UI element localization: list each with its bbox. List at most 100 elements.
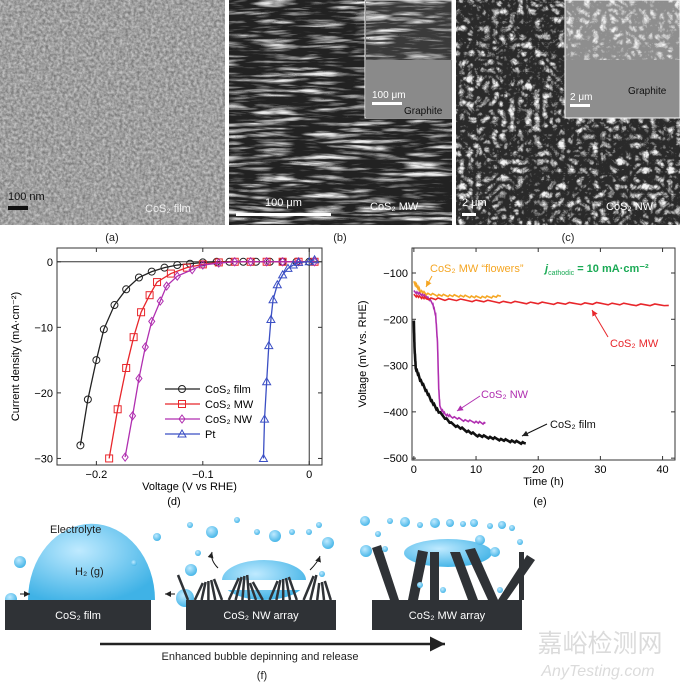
legend-label: CoS₂ film <box>205 384 251 396</box>
data-point <box>231 256 239 267</box>
y-tick-label: −10 <box>34 322 53 334</box>
data-point <box>113 405 122 414</box>
chart-stability: 0 10 20 30 40 −100 −200 −300 −400 −500 Time (h) Vol… <box>357 247 676 488</box>
legend-label: CoS₂ NW <box>205 414 253 426</box>
bubble <box>254 529 260 535</box>
data-point <box>134 273 143 282</box>
panel-label-c: (c) <box>562 232 575 244</box>
data-point <box>266 314 276 323</box>
data-point <box>258 453 269 462</box>
series-label-film: CoS₂ film <box>550 419 596 431</box>
bubble <box>360 516 370 526</box>
bubble <box>234 517 240 523</box>
bubble <box>360 545 372 557</box>
data-point <box>156 296 164 306</box>
chart-polarization-curves: −0.2 −0.1 0 0 −10 −20 −30 Voltage (V vs RHE) Cur… <box>10 247 323 493</box>
inset-scale-c: 2 μm <box>570 92 592 103</box>
nanowire <box>212 578 224 601</box>
y-tick-label: −100 <box>383 268 408 280</box>
sem-image-b: 100 μm Graphite 100 μm CoS₂ MW <box>229 0 453 225</box>
data-point <box>76 441 85 450</box>
nanowire <box>234 576 243 601</box>
data-point <box>137 308 146 317</box>
nanowire <box>248 582 258 601</box>
x-axis-label: Voltage (V vs RHE) <box>142 481 237 493</box>
data-point <box>272 279 283 289</box>
data-point <box>147 267 156 276</box>
inset-scale-b: 100 μm <box>372 90 406 101</box>
bubble <box>187 522 193 528</box>
series-cos-nw <box>121 256 319 462</box>
arrow-caption: Enhanced bubble depinning and release <box>162 651 359 663</box>
current-density-annotation: jcathodic = 10 mA·cm⁻² <box>543 263 649 277</box>
y-tick-label: −20 <box>34 388 53 400</box>
nanowire <box>275 579 282 601</box>
nanowire <box>200 581 207 601</box>
data-point <box>160 263 169 272</box>
schematic-f: Electrolyte H₂ (g) CoS₂ film CoS₂ NW arr… <box>5 516 535 682</box>
substrate-label-nw: CoS₂ NW array <box>223 610 299 622</box>
data-point <box>153 278 162 287</box>
data-point <box>173 271 181 282</box>
bubble <box>185 564 197 576</box>
nanowire <box>323 580 332 601</box>
series-label-flowers: CoS₂ MW “flowers” <box>430 263 524 275</box>
panel-label-d: (d) <box>167 496 180 508</box>
series-line <box>79 261 310 446</box>
inset-label-c: Graphite <box>628 86 667 97</box>
watermark: 嘉峪检测网 AnyTesting.com <box>537 630 662 680</box>
substrate-label-mw: CoS₂ MW array <box>409 610 486 622</box>
data-point <box>178 385 186 393</box>
plot-frame <box>411 247 676 461</box>
h2-gas-label: H₂ (g) <box>75 566 104 578</box>
data-point <box>99 325 108 334</box>
y-tick-label: −500 <box>383 453 408 465</box>
bubbles <box>185 516 523 593</box>
x-tick-label: 30 <box>594 464 606 476</box>
data-point <box>92 356 101 365</box>
scale-bar-a <box>8 206 28 210</box>
bubble <box>319 571 325 577</box>
data-point <box>268 294 278 304</box>
bubble <box>382 546 388 552</box>
data-point <box>199 260 207 270</box>
bubble <box>497 587 503 593</box>
bubble <box>400 517 410 527</box>
x-tick-label: 10 <box>470 464 482 476</box>
bubble <box>316 522 322 528</box>
data-point <box>293 257 304 266</box>
bubble <box>289 529 295 535</box>
bubble <box>375 531 381 537</box>
nanowire <box>245 574 251 601</box>
annotation-sub: cathodic <box>548 270 575 277</box>
series-label-mw: CoS₂ MW <box>610 338 659 350</box>
scale-label-c: 2 μm <box>462 197 487 209</box>
data-point <box>263 340 274 350</box>
bubble <box>417 582 423 588</box>
data-point <box>261 376 272 386</box>
x-axis-label: Time (h) <box>523 476 564 488</box>
data-point <box>83 395 92 404</box>
mw-schematic: CoS₂ MW array <box>372 539 535 630</box>
bubble <box>460 521 466 527</box>
nw-schematic: CoS₂ NW array <box>176 551 336 630</box>
data-point <box>247 256 255 267</box>
bubble <box>195 550 201 556</box>
annotation-arrow <box>425 275 433 288</box>
inset-label-b: Graphite <box>404 106 443 117</box>
y-tick-label: −400 <box>383 407 408 419</box>
legend-label: CoS₂ MW <box>205 399 254 411</box>
data-point <box>148 316 156 327</box>
annotation-arrow <box>591 309 609 338</box>
data-point <box>263 256 271 267</box>
data-point <box>129 333 138 342</box>
watermark-cn: 嘉峪检测网 <box>537 630 662 658</box>
data-point <box>278 256 287 267</box>
data-point <box>215 258 223 268</box>
inset-c: 2 μm Graphite <box>564 0 680 119</box>
sample-label-c: CoS₂ NW <box>606 201 654 213</box>
sem-image-c: 2 μm Graphite 2 μm CoS₂ NW <box>456 0 680 225</box>
series-label-nw: CoS₂ NW <box>481 389 529 401</box>
nanowire <box>241 575 246 601</box>
